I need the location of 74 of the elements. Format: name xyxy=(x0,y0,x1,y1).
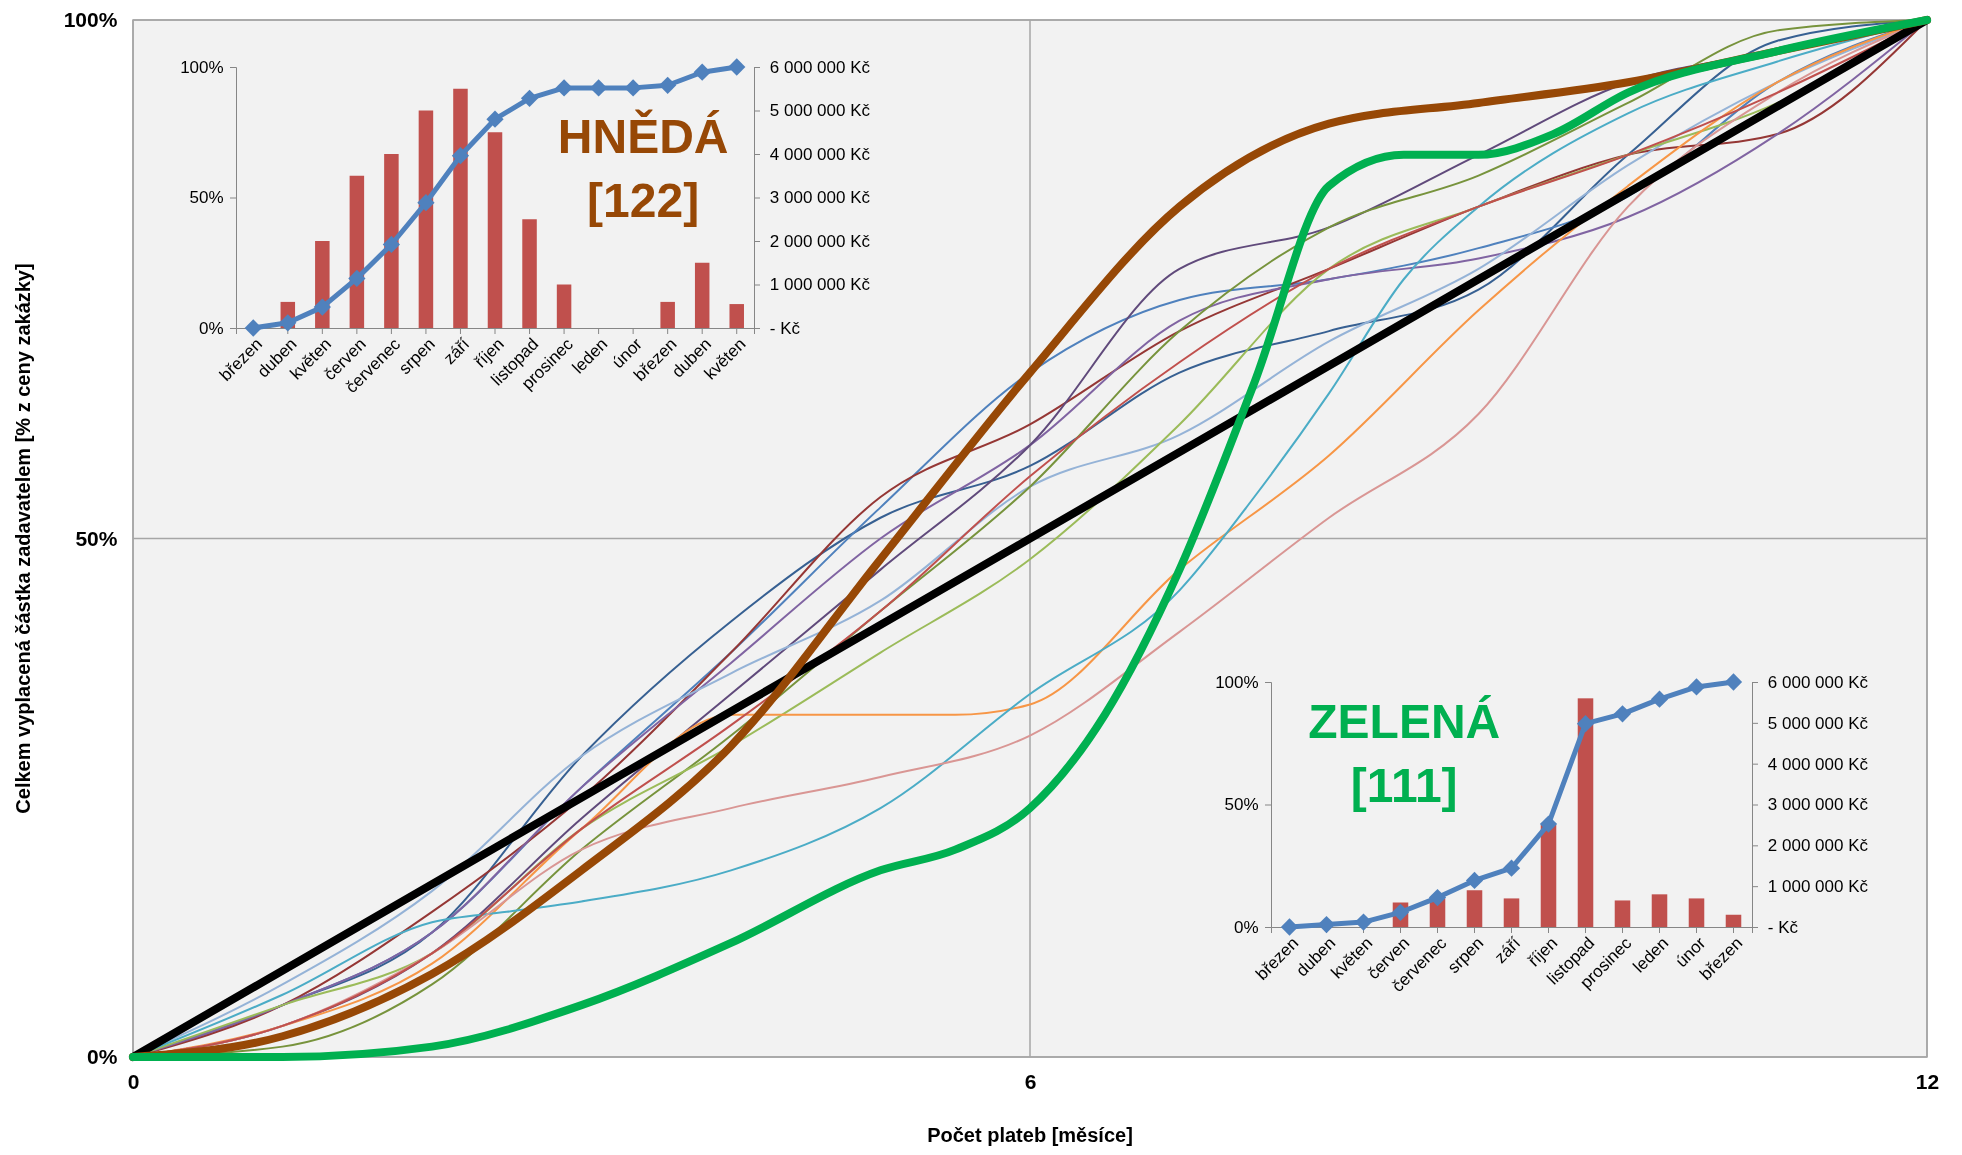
bar xyxy=(1540,824,1557,927)
y2-tick-label: 2 000 000 Kč xyxy=(1767,836,1869,856)
point xyxy=(520,89,539,107)
y-tick-label: 100% xyxy=(1215,672,1259,692)
point xyxy=(382,235,401,254)
y2-tick-label: 5 000 000 Kč xyxy=(769,101,871,121)
y2-tick-label: - Kč xyxy=(769,318,801,338)
y-tick-label: 50% xyxy=(1224,795,1259,815)
y-tick-label: 100% xyxy=(180,57,224,77)
point xyxy=(1391,903,1410,921)
y2-tick-label: 5 000 000 Kč xyxy=(1767,713,1869,733)
bar xyxy=(1466,890,1483,927)
y2-tick-label: 3 000 000 Kč xyxy=(1767,795,1869,815)
y2-tick-label: 4 000 000 Kč xyxy=(1767,754,1869,774)
point xyxy=(1576,715,1595,733)
y2-tick-label: 6 000 000 Kč xyxy=(769,57,871,77)
text: [111] xyxy=(1350,759,1458,812)
point xyxy=(1428,888,1447,907)
point xyxy=(486,110,504,128)
y-tick-label: 100% xyxy=(63,8,118,32)
y-tick-label: 0% xyxy=(199,318,224,338)
y2-tick-label: 1 000 000 Kč xyxy=(769,275,871,295)
point xyxy=(1317,915,1336,934)
bar xyxy=(1651,894,1668,927)
point xyxy=(451,147,470,165)
bar xyxy=(1688,898,1705,927)
y-tick-label: 0% xyxy=(87,1045,118,1069)
point xyxy=(244,319,262,337)
bar xyxy=(1725,914,1742,927)
bar xyxy=(694,262,710,328)
point xyxy=(1613,705,1632,723)
bar xyxy=(1577,698,1594,927)
bar xyxy=(453,88,468,328)
y2-tick-label: 3 000 000 Kč xyxy=(769,188,871,208)
point xyxy=(1502,859,1521,877)
bar xyxy=(1503,898,1520,927)
point xyxy=(1724,673,1743,691)
y-tick-label: 50% xyxy=(75,526,118,550)
x-tick-label: 0 xyxy=(127,1070,140,1094)
point xyxy=(624,79,642,97)
y2-tick-label: 1 000 000 Kč xyxy=(1767,877,1869,897)
point xyxy=(659,76,677,94)
y-tick-label: 0% xyxy=(1234,917,1259,937)
point xyxy=(555,79,573,97)
y2-tick-label: 2 000 000 Kč xyxy=(769,231,871,251)
bar xyxy=(487,132,503,328)
point xyxy=(417,194,435,212)
point xyxy=(313,298,331,316)
point xyxy=(279,314,297,332)
x-tick-label: 6 xyxy=(1024,1070,1037,1094)
bar xyxy=(418,110,434,328)
bar xyxy=(522,219,537,328)
point xyxy=(728,58,746,76)
text: HNĚDÁ xyxy=(557,109,729,163)
text: [122] xyxy=(587,174,700,227)
y-axis-title: Celkem vyplacená částka zadavatelem [% z ceny zakázky] xyxy=(12,263,34,814)
x-axis-title: Počet plateb [měsíce] xyxy=(927,1124,1133,1146)
y-tick-label: 50% xyxy=(189,188,224,208)
bar xyxy=(556,284,572,328)
point xyxy=(1539,815,1558,833)
point xyxy=(348,269,366,288)
point xyxy=(1650,690,1669,708)
bar xyxy=(729,304,744,328)
y2-tick-label: 4 000 000 Kč xyxy=(769,144,871,164)
y2-tick-label: 6 000 000 Kč xyxy=(1767,672,1869,692)
point xyxy=(1465,871,1484,890)
point xyxy=(693,63,711,81)
x-tick-label: 12 xyxy=(1915,1070,1940,1094)
bar xyxy=(660,301,675,328)
y2-tick-label: - Kč xyxy=(1767,917,1799,937)
bar xyxy=(384,154,399,328)
bar xyxy=(1614,900,1631,927)
point xyxy=(1687,678,1706,696)
chart-title: ZELENÁ xyxy=(1308,695,1501,748)
